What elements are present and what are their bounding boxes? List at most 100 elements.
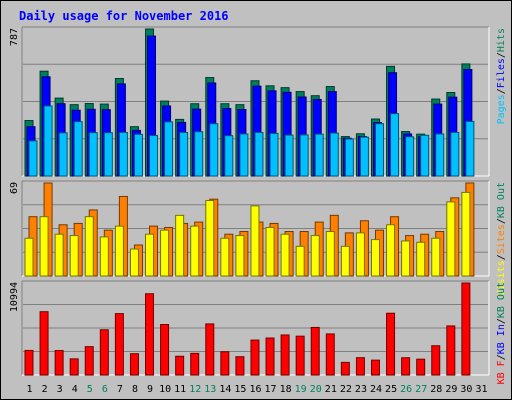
x-tick-label-19: 19 xyxy=(295,384,307,395)
bar-kb-f-day-13-fill xyxy=(205,323,215,376)
bar-pages-day-24-fill xyxy=(374,123,384,177)
bar-kb-f-day-20-fill xyxy=(310,326,320,376)
bar-visits-day-28 xyxy=(431,237,441,277)
bar-visits-day-1-fill xyxy=(24,237,34,277)
bar-pages-day-23 xyxy=(359,136,369,177)
bar-kb-f-day-5-fill xyxy=(84,346,94,376)
bar-pages-day-22-fill xyxy=(344,138,354,177)
bar-visits-day-10-fill xyxy=(160,229,170,277)
bar-visits-day-17 xyxy=(265,226,275,277)
x-tick-label-18: 18 xyxy=(280,384,292,395)
legend-hits: Hits xyxy=(496,28,507,52)
bar-pages-day-7-fill xyxy=(118,131,128,177)
bar-pages-day-4 xyxy=(73,121,83,177)
x-tick-label-30: 30 xyxy=(460,384,472,395)
bar-pages-day-20-fill xyxy=(314,133,324,177)
panel-visits-max-label: 69 xyxy=(9,182,20,194)
bar-kb-f-day-2 xyxy=(39,311,49,376)
bar-kb-f-day-29-fill xyxy=(446,325,456,376)
series-pages xyxy=(28,105,475,177)
bar-visits-day-21 xyxy=(325,231,335,277)
bar-kb-f-day-18 xyxy=(280,334,290,376)
bar-kb-f-day-15 xyxy=(235,356,245,376)
bar-kb-f-day-1-fill xyxy=(24,349,34,376)
panel-kbytes-legend: KB F/KB In/KB Out xyxy=(496,282,507,384)
series-visits xyxy=(24,191,471,277)
bar-pages-day-1 xyxy=(28,140,38,177)
x-tick-label-26: 26 xyxy=(400,384,412,395)
bar-pages-day-1-fill xyxy=(28,140,38,177)
bar-kb-f-day-3-fill xyxy=(54,349,64,376)
bar-pages-day-19 xyxy=(299,134,309,177)
x-tick-label-1: 1 xyxy=(27,384,33,395)
x-tick-label-7: 7 xyxy=(117,384,123,395)
legend-separator: / xyxy=(496,88,507,94)
bar-visits-day-9-fill xyxy=(145,233,155,277)
bar-pages-day-13-fill xyxy=(209,123,219,177)
bar-pages-day-18 xyxy=(284,134,294,177)
bar-visits-day-24 xyxy=(370,239,380,277)
bar-visits-day-25-fill xyxy=(386,224,396,277)
bar-pages-day-22 xyxy=(344,138,354,177)
bar-kb-f-day-9-fill xyxy=(145,293,155,376)
bar-visits-day-8-fill xyxy=(129,248,139,277)
bar-kb-f-day-11 xyxy=(175,355,185,376)
legend-separator: / xyxy=(496,354,507,360)
bar-visits-day-26-fill xyxy=(401,240,411,277)
bar-kb-f-day-4 xyxy=(69,358,79,376)
bar-visits-day-15-fill xyxy=(235,235,245,277)
x-tick-label-23: 23 xyxy=(355,384,367,395)
bar-kb-f-day-16 xyxy=(250,339,260,376)
bar-visits-day-27-fill xyxy=(416,241,426,277)
bar-kb-f-day-3 xyxy=(54,349,64,376)
bar-kb-f-day-22 xyxy=(340,361,350,376)
panel-hits-legend: Pages/Files/Hits xyxy=(496,28,507,124)
bar-kb-f-day-24-fill xyxy=(370,359,380,376)
bar-visits-day-28-fill xyxy=(431,237,441,277)
bar-kb-f-day-13 xyxy=(205,323,215,376)
bar-visits-day-12 xyxy=(190,225,200,277)
x-tick-label-27: 27 xyxy=(415,384,427,395)
bar-pages-day-10-fill xyxy=(164,121,174,177)
bar-visits-day-25 xyxy=(386,224,396,277)
bar-visits-day-27 xyxy=(416,241,426,277)
bar-visits-day-23 xyxy=(355,232,365,277)
bar-kb-f-day-27 xyxy=(416,358,426,376)
x-tick-label-28: 28 xyxy=(430,384,442,395)
bar-kb-f-day-14 xyxy=(220,351,230,376)
bar-visits-day-13-fill xyxy=(205,200,215,277)
bar-pages-day-8 xyxy=(133,133,143,177)
legend-separator: / xyxy=(496,52,507,58)
x-tick-label-21: 21 xyxy=(325,384,337,395)
bar-kb-f-day-29 xyxy=(446,325,456,376)
bar-kb-f-day-24 xyxy=(370,359,380,376)
x-tick-label-16: 16 xyxy=(249,384,261,395)
bar-pages-day-15-fill xyxy=(239,133,249,177)
bar-kb-f-day-23 xyxy=(355,357,365,376)
bar-pages-day-6 xyxy=(103,132,113,177)
bar-kb-f-day-12-fill xyxy=(190,352,200,376)
bar-visits-day-2-fill xyxy=(39,216,49,277)
bar-pages-day-25-fill xyxy=(390,113,400,177)
bar-kb-f-day-17-fill xyxy=(265,337,275,376)
bar-visits-day-7-fill xyxy=(114,225,124,277)
bar-visits-day-30 xyxy=(461,191,471,277)
bar-visits-day-20-fill xyxy=(310,235,320,277)
x-tick-label-29: 29 xyxy=(445,384,457,395)
bar-visits-day-22 xyxy=(340,245,350,277)
bar-pages-day-16-fill xyxy=(254,131,264,177)
bar-kb-f-day-16-fill xyxy=(250,339,260,376)
bar-pages-day-28 xyxy=(435,133,445,177)
bar-pages-day-2-fill xyxy=(43,105,53,177)
bar-kb-f-day-10-fill xyxy=(160,324,170,376)
bar-pages-day-12-fill xyxy=(194,131,204,177)
x-tick-label-31: 31 xyxy=(475,384,487,395)
bar-kb-f-day-30 xyxy=(461,282,471,376)
bar-pages-day-14-fill xyxy=(224,135,234,177)
bar-pages-day-25 xyxy=(390,113,400,177)
bar-visits-day-21-fill xyxy=(325,231,335,277)
x-tick-label-20: 20 xyxy=(310,384,322,395)
bar-kb-f-day-23-fill xyxy=(355,357,365,376)
